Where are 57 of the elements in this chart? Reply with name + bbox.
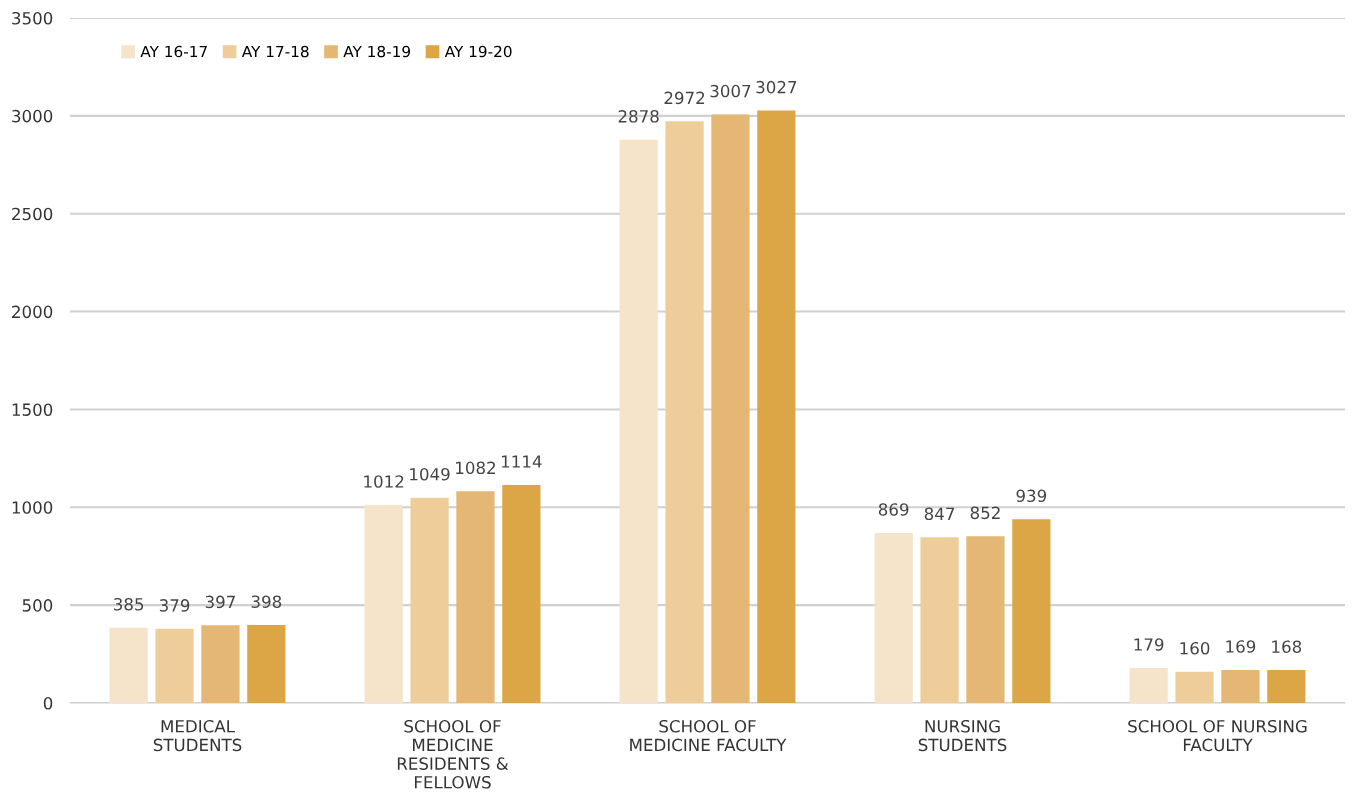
bar xyxy=(1221,669,1260,703)
bar xyxy=(155,628,194,703)
data-label: 2972 xyxy=(664,91,705,105)
bar xyxy=(757,110,796,703)
data-label: 179 xyxy=(1134,638,1164,651)
y-tick-label: 2500 xyxy=(12,207,53,221)
bar xyxy=(665,121,704,703)
data-label: 869 xyxy=(878,503,909,516)
y-tick-label: 1000 xyxy=(12,501,53,514)
data-label: 1012 xyxy=(364,475,404,488)
bar xyxy=(109,627,148,703)
data-label: 1114 xyxy=(501,455,542,468)
bar xyxy=(364,504,403,703)
data-label: 385 xyxy=(114,597,144,611)
data-label: 3027 xyxy=(756,80,797,94)
data-label: 2878 xyxy=(618,110,659,123)
legend-label: AY 17-18 xyxy=(241,45,309,58)
data-label: 168 xyxy=(1272,640,1302,653)
data-label: 939 xyxy=(1016,489,1047,503)
bar xyxy=(619,139,658,703)
legend-label: AY 16-17 xyxy=(140,45,207,58)
bar xyxy=(502,484,541,703)
bar xyxy=(711,114,750,703)
bar xyxy=(1175,671,1214,703)
x-tick-label: SCHOOL OF NURSING FACULTY xyxy=(1128,719,1307,752)
bar xyxy=(874,532,913,703)
data-label: 160 xyxy=(1180,641,1210,655)
data-label: 1082 xyxy=(456,461,495,475)
data-label: 1049 xyxy=(410,467,450,481)
data-label: 398 xyxy=(251,595,282,608)
y-tick-label: 0 xyxy=(43,696,53,710)
bar xyxy=(966,536,1005,703)
legend-label: AY 19-20 xyxy=(444,45,512,58)
bar xyxy=(247,625,286,703)
data-label: 852 xyxy=(970,506,1000,520)
data-label: 379 xyxy=(159,599,190,612)
bar xyxy=(920,537,959,703)
bar xyxy=(1012,519,1051,703)
bar xyxy=(201,625,240,703)
y-tick-label: 2000 xyxy=(12,305,53,319)
data-label: 169 xyxy=(1226,640,1256,653)
data-label: 3007 xyxy=(710,84,751,98)
x-tick-label: MEDICAL STUDENTS xyxy=(153,719,242,752)
data-label: 847 xyxy=(924,507,955,521)
bar xyxy=(1267,670,1306,703)
y-tick-label: 3500 xyxy=(12,11,53,25)
bar xyxy=(410,497,449,703)
x-tick-label: SCHOOL OF MEDICINE FACULTY xyxy=(630,719,787,752)
bar xyxy=(456,491,495,703)
y-tick-label: 500 xyxy=(22,599,53,612)
y-tick-label: 1500 xyxy=(12,403,53,416)
data-label: 397 xyxy=(205,595,235,609)
legend-label: AY 18-19 xyxy=(343,45,411,58)
y-tick-label: 3000 xyxy=(12,109,53,123)
x-tick-label: SCHOOL OF MEDICINE RESIDENTS & FELLOWS xyxy=(397,719,509,789)
x-tick-label: NURSING STUDENTS xyxy=(918,719,1007,752)
bar xyxy=(1129,667,1168,703)
